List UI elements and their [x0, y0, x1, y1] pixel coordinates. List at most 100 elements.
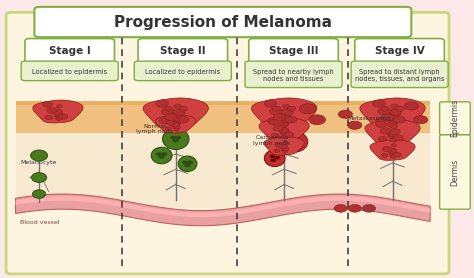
Circle shape [414, 116, 428, 124]
FancyBboxPatch shape [6, 13, 449, 274]
Text: Epidermis: Epidermis [450, 99, 459, 137]
Circle shape [173, 104, 182, 108]
Ellipse shape [151, 147, 172, 164]
Circle shape [165, 127, 172, 130]
Text: Localized to epidermis: Localized to epidermis [145, 69, 220, 75]
Polygon shape [370, 140, 415, 160]
Circle shape [264, 100, 277, 107]
Circle shape [173, 138, 179, 142]
Circle shape [273, 114, 285, 121]
Circle shape [46, 108, 57, 113]
Circle shape [376, 118, 386, 124]
Circle shape [283, 123, 289, 126]
Circle shape [168, 110, 182, 118]
Circle shape [348, 205, 361, 212]
Circle shape [282, 135, 288, 138]
FancyBboxPatch shape [355, 39, 444, 65]
Polygon shape [143, 98, 209, 128]
Circle shape [174, 118, 179, 121]
Circle shape [389, 151, 398, 156]
FancyBboxPatch shape [249, 39, 338, 65]
Circle shape [338, 110, 353, 118]
Circle shape [281, 131, 290, 136]
Text: Stage IV: Stage IV [374, 46, 424, 56]
Circle shape [172, 112, 182, 118]
Circle shape [171, 115, 183, 122]
Ellipse shape [264, 150, 285, 167]
FancyBboxPatch shape [134, 61, 231, 81]
Circle shape [348, 121, 362, 129]
Circle shape [52, 109, 63, 115]
Circle shape [54, 113, 64, 118]
Ellipse shape [32, 173, 46, 182]
Circle shape [387, 122, 396, 127]
Circle shape [381, 106, 389, 111]
Circle shape [393, 152, 401, 157]
Circle shape [289, 142, 295, 145]
Circle shape [391, 104, 398, 108]
Circle shape [293, 140, 299, 143]
Circle shape [390, 109, 401, 116]
Circle shape [387, 148, 397, 153]
Circle shape [391, 129, 400, 135]
Circle shape [279, 122, 288, 127]
Circle shape [386, 130, 398, 136]
Circle shape [283, 140, 288, 143]
Circle shape [164, 106, 173, 111]
Circle shape [176, 116, 189, 123]
Circle shape [375, 121, 386, 127]
Circle shape [173, 109, 185, 116]
Circle shape [381, 153, 388, 157]
Circle shape [274, 149, 280, 153]
Polygon shape [16, 196, 430, 217]
Circle shape [288, 138, 294, 142]
Circle shape [170, 136, 177, 140]
Circle shape [283, 150, 287, 153]
Circle shape [158, 155, 165, 159]
Circle shape [404, 102, 419, 110]
FancyBboxPatch shape [25, 39, 115, 65]
Circle shape [282, 104, 290, 108]
Circle shape [380, 128, 391, 134]
Circle shape [275, 143, 283, 147]
Polygon shape [251, 98, 317, 128]
FancyBboxPatch shape [16, 133, 430, 208]
Circle shape [393, 116, 405, 123]
Text: Dermis: Dermis [450, 158, 459, 186]
Circle shape [388, 112, 399, 118]
Circle shape [271, 133, 279, 138]
Circle shape [56, 117, 62, 121]
Circle shape [390, 138, 397, 142]
Circle shape [156, 100, 169, 107]
Circle shape [282, 109, 293, 116]
Circle shape [164, 114, 177, 121]
Circle shape [270, 155, 275, 158]
Circle shape [362, 205, 375, 212]
Circle shape [173, 120, 181, 125]
Ellipse shape [31, 150, 47, 161]
Circle shape [389, 133, 399, 140]
FancyBboxPatch shape [351, 61, 448, 88]
Circle shape [390, 120, 398, 125]
Text: Stage II: Stage II [160, 46, 206, 56]
Circle shape [382, 114, 394, 121]
Circle shape [285, 116, 297, 123]
FancyBboxPatch shape [35, 7, 411, 37]
Circle shape [385, 110, 399, 118]
Text: Blood vessel: Blood vessel [20, 220, 60, 225]
Circle shape [309, 115, 326, 125]
Circle shape [179, 106, 188, 111]
Polygon shape [360, 98, 425, 128]
FancyBboxPatch shape [439, 135, 470, 209]
Circle shape [267, 118, 277, 124]
Circle shape [378, 136, 387, 141]
Text: Stage I: Stage I [49, 46, 91, 56]
Circle shape [270, 108, 283, 115]
Circle shape [45, 115, 53, 120]
FancyBboxPatch shape [245, 61, 342, 88]
Circle shape [378, 108, 391, 115]
Circle shape [273, 106, 281, 111]
Circle shape [161, 108, 174, 115]
Circle shape [299, 104, 316, 114]
Circle shape [159, 118, 169, 124]
